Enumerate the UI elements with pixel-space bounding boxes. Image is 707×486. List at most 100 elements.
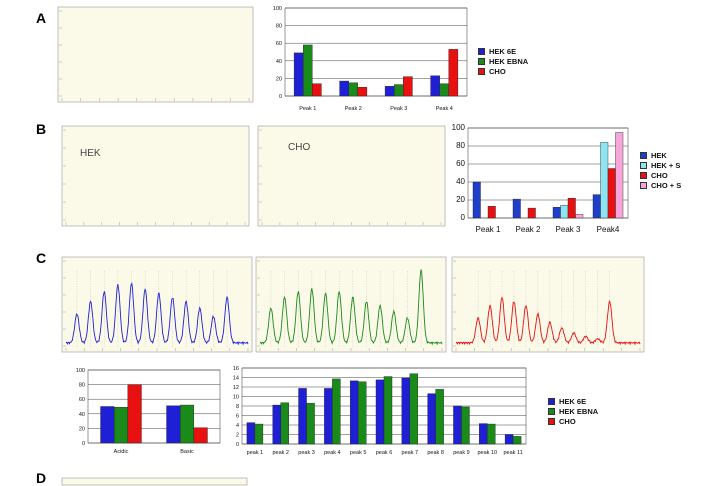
trace-hek-ebna	[259, 269, 443, 346]
legend-item: CHO	[548, 416, 598, 426]
chromatogram-frame	[451, 256, 645, 353]
bar-hek-s-peak4	[600, 142, 609, 219]
panel-d-chromatogram	[61, 477, 248, 486]
x-tick-label: Peak 2	[345, 106, 362, 112]
panel-c-legend: HEK 6E HEK EBNA CHO	[548, 396, 598, 426]
bar-cho-peak4	[607, 168, 616, 219]
x-tick-label: peak 10	[477, 450, 497, 456]
bar-hek-ebna-peak-10	[487, 423, 496, 445]
x-tick-label: peak 1	[247, 450, 264, 456]
bar-hek-ebna-peak-2	[348, 82, 358, 97]
legend-label: HEK EBNA	[559, 406, 599, 416]
panel-a-bar-chart: 0 20 40 60 80 100 Peak 1 Peak 2 Peak 3 Peak 4	[273, 6, 468, 112]
legend-swatch	[640, 161, 647, 169]
bar-hek-peak-3	[552, 206, 561, 219]
y-tick-label: 80	[456, 141, 465, 150]
x-tick-label: Peak 4	[436, 106, 453, 112]
x-tick-label: Acidic	[114, 449, 129, 455]
y-tick-label: 10	[233, 395, 239, 401]
legend-item: HEK 6E	[478, 46, 528, 56]
bar-hek-ebna-peak-8	[435, 389, 444, 445]
panel-a-legend: HEK 6E HEK EBNA CHO	[478, 46, 528, 76]
bar-hek-ebna-peak-2	[280, 402, 289, 445]
x-tick-label: Peak 3	[390, 106, 407, 112]
chromatogram-frame	[61, 125, 250, 227]
y-tick-label: 20	[276, 76, 282, 82]
legend-item: HEK + S	[640, 160, 681, 170]
x-tick-label: peak 5	[350, 450, 367, 456]
legend-label: CHO + S	[651, 180, 682, 190]
y-tick-label: 80	[276, 24, 282, 30]
x-tick-label: peak 9	[453, 450, 470, 456]
bar-hek-ebna-peak-7	[409, 373, 419, 445]
legend-swatch	[640, 171, 647, 179]
y-tick-label: 80	[79, 383, 85, 389]
y-tick-label: 12	[233, 385, 239, 391]
y-tick-label: 100	[452, 123, 466, 132]
panel-b-legend: HEK HEK + S CHO CHO + S	[640, 150, 681, 190]
y-tick-label: 8	[236, 404, 239, 410]
legend-item: HEK EBNA	[548, 406, 598, 416]
bar-hek-ebna-acidic	[113, 407, 129, 444]
bar-hek-6e-acidic	[100, 406, 115, 444]
y-tick-label: 4	[236, 423, 239, 429]
x-tick-label: peak 6	[376, 450, 393, 456]
bar-hek-6e-basic	[166, 405, 181, 444]
panel-c-bar-chart-peaks: 0 2 4 6 8 10 12 14 16 peak 1 peak 2 peak 3 peak 4 pea…	[233, 366, 527, 456]
legend-item: CHO	[640, 170, 681, 180]
bar-cho-basic	[193, 427, 208, 444]
panel-a-chromatogram	[57, 6, 254, 103]
bar-hek-6e-peak-3	[384, 86, 395, 97]
bar-hek-peak4	[592, 194, 601, 219]
bar-cho-peak-2	[527, 207, 536, 219]
legend-item: CHO	[478, 66, 528, 76]
legend-item: CHO + S	[640, 180, 681, 190]
y-tick-label: 100	[76, 368, 85, 374]
cho-chromatogram-label: CHO	[288, 142, 310, 153]
chromatogram-frame	[61, 477, 248, 486]
legend-item: HEK	[640, 150, 681, 160]
bar-hek-6e-peak-4	[324, 388, 333, 445]
panel-b-chromatogram-cho: CHO	[258, 126, 446, 227]
y-tick-label: 0	[82, 441, 85, 447]
bar-hek-6e-peak-1	[293, 52, 304, 97]
x-tick-label: peak 3	[298, 450, 315, 456]
legend-label: HEK 6E	[489, 46, 517, 56]
bar-cho-peak-2	[357, 86, 368, 97]
bar-hek-6e-peak-6	[375, 379, 385, 445]
bar-hek-ebna-peak-3	[393, 84, 404, 97]
panel-b-label: B	[36, 121, 47, 137]
panel-c-chromatogram-cho	[451, 256, 645, 353]
bar-hek-peak-2	[512, 198, 521, 219]
panel-c-bar-chart-acidic-basic: 0 20 40 60 80 100 Acidic Basic	[76, 368, 221, 455]
bar-cho-peak-4	[448, 49, 459, 97]
panel-c-label: C	[36, 250, 47, 266]
y-tick-label: 6	[236, 414, 239, 420]
x-tick-label: peak 8	[427, 450, 444, 456]
bar-cho-s-peak4	[615, 132, 624, 219]
bar-hek-ebna-peak-11	[512, 436, 522, 445]
hek-chromatogram-label: HEK	[80, 148, 101, 159]
x-tick-label: peak 7	[402, 450, 419, 456]
legend-swatch	[478, 67, 485, 75]
bar-hek-ebna-peak-3	[306, 402, 315, 445]
x-tick-label: peak 11	[504, 450, 523, 456]
legend-label: HEK 6E	[559, 396, 587, 406]
bar-cho-peak-3	[403, 76, 413, 97]
y-tick-label: 20	[79, 426, 85, 432]
trace-hek-6e	[65, 282, 249, 346]
y-tick-label: 0	[461, 213, 466, 222]
legend-swatch	[478, 57, 485, 65]
y-tick-label: 14	[233, 376, 239, 382]
panel-d-label: D	[36, 470, 47, 486]
legend-label: CHO	[489, 66, 506, 76]
bar-hek-s-peak-3	[560, 205, 569, 219]
bar-hek-6e-peak-9	[453, 405, 462, 445]
bar-hek-ebna-basic	[179, 404, 195, 444]
legend-swatch	[548, 397, 555, 405]
bar-cho-acidic	[127, 384, 142, 444]
chromatogram-frame	[57, 6, 254, 103]
y-tick-label: 0	[279, 94, 282, 100]
legend-label: CHO	[559, 416, 576, 426]
bar-hek-ebna-peak-6	[383, 376, 393, 445]
